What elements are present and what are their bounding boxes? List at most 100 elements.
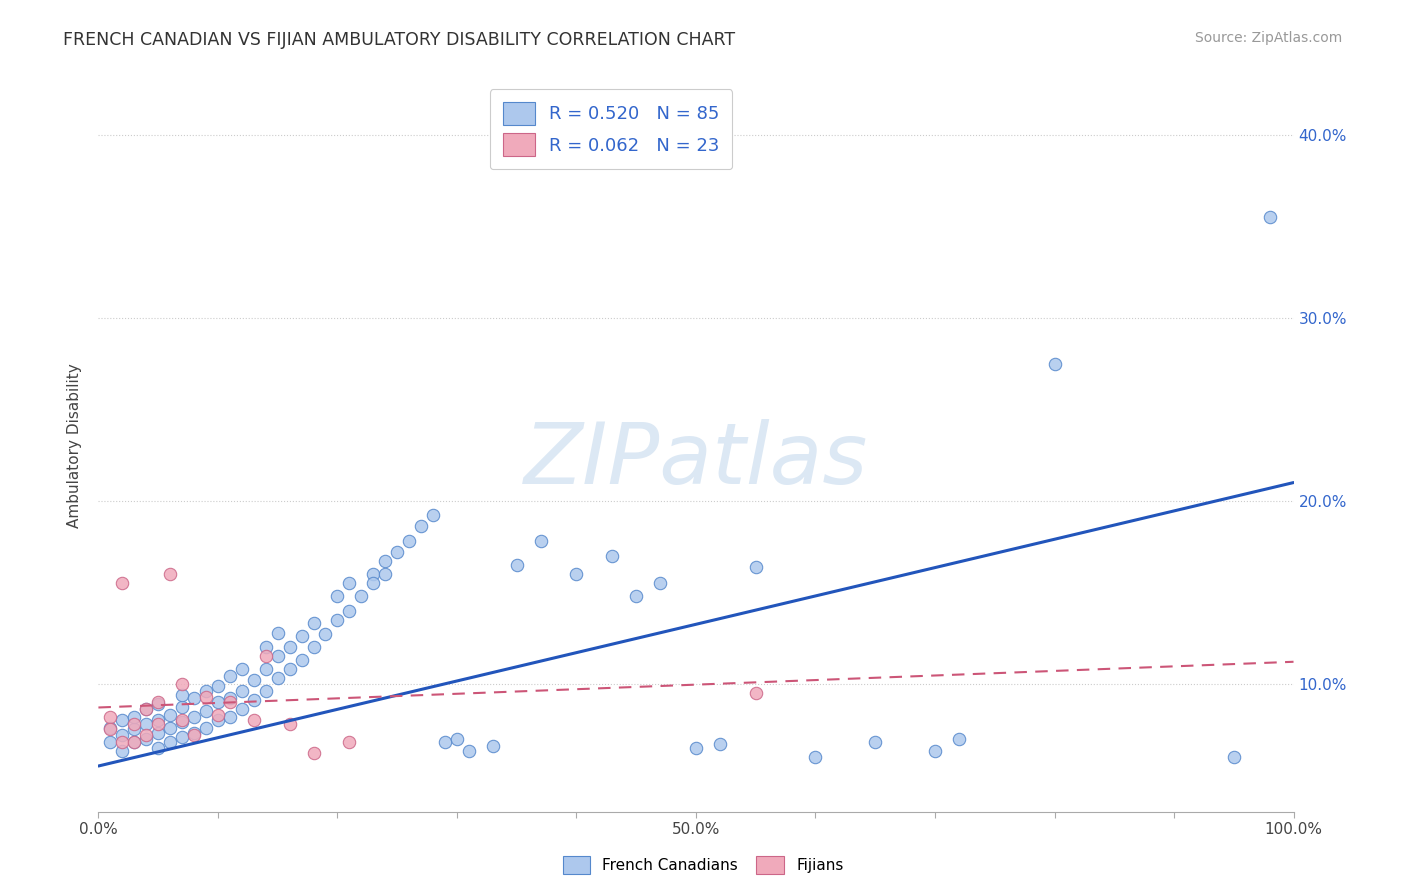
Point [339,603,361,617]
Point [709,737,731,751]
Point [398,534,420,549]
Point [219,691,242,706]
Point [207,695,229,709]
Point [506,558,529,572]
Point [159,567,181,582]
Point [254,640,277,655]
Point [159,721,181,735]
Point [172,688,194,702]
Point [172,715,194,730]
Point [148,717,170,731]
Point [124,717,146,731]
Point [745,559,768,574]
Point [148,714,170,728]
Y-axis label: Ambulatory Disability: Ambulatory Disability [67,364,83,528]
Point [111,728,134,742]
Point [278,662,301,676]
Point [481,739,505,753]
Point [124,735,146,749]
Point [374,567,396,582]
Point [207,679,229,693]
Point [326,613,349,627]
Point [111,744,134,758]
Point [530,534,553,549]
Point [385,545,409,559]
Point [183,691,205,706]
Point [339,576,361,591]
Point [924,744,946,758]
Point [207,707,229,722]
Point [219,669,242,683]
Point [98,709,122,723]
Point [865,735,887,749]
Point [291,629,314,643]
Legend: French Canadians, Fijians: French Canadians, Fijians [557,850,849,880]
Point [183,728,205,742]
Point [1223,749,1246,764]
Point [183,726,205,740]
Point [302,640,325,655]
Point [148,740,170,755]
Point [135,702,157,716]
Point [434,735,457,749]
Point [219,695,242,709]
Point [315,627,337,641]
Point [446,731,468,746]
Point [172,714,194,728]
Text: FRENCH CANADIAN VS FIJIAN AMBULATORY DISABILITY CORRELATION CHART: FRENCH CANADIAN VS FIJIAN AMBULATORY DIS… [63,31,735,49]
Point [267,625,290,640]
Point [363,567,385,582]
Point [195,704,218,718]
Point [195,684,218,698]
Point [948,731,970,746]
Point [135,731,157,746]
Point [339,735,361,749]
Point [458,744,481,758]
Point [148,697,170,711]
Point [98,723,122,737]
Point [219,709,242,723]
Point [302,746,325,760]
Point [326,589,349,603]
Text: ZIPatlas: ZIPatlas [524,419,868,502]
Point [565,567,588,582]
Point [124,709,146,723]
Point [626,589,648,603]
Point [291,653,314,667]
Point [363,576,385,591]
Point [135,702,157,716]
Point [350,589,373,603]
Point [159,707,181,722]
Point [148,695,170,709]
Point [231,702,253,716]
Point [302,616,325,631]
Point [685,740,707,755]
Point [135,717,157,731]
Point [243,693,266,707]
Point [98,735,122,749]
Point [254,662,277,676]
Point [172,700,194,714]
Point [804,749,827,764]
Point [111,714,134,728]
Point [111,735,134,749]
Point [195,690,218,704]
Point [231,662,253,676]
Point [172,730,194,744]
Point [243,673,266,687]
Point [648,576,672,591]
Point [148,726,170,740]
Point [98,721,122,735]
Point [267,671,290,685]
Point [243,714,266,728]
Point [159,735,181,749]
Point [1258,211,1281,225]
Point [278,640,301,655]
Point [231,684,253,698]
Point [254,649,277,664]
Point [124,723,146,737]
Point [745,686,768,700]
Point [183,709,205,723]
Point [195,721,218,735]
Point [374,554,396,568]
